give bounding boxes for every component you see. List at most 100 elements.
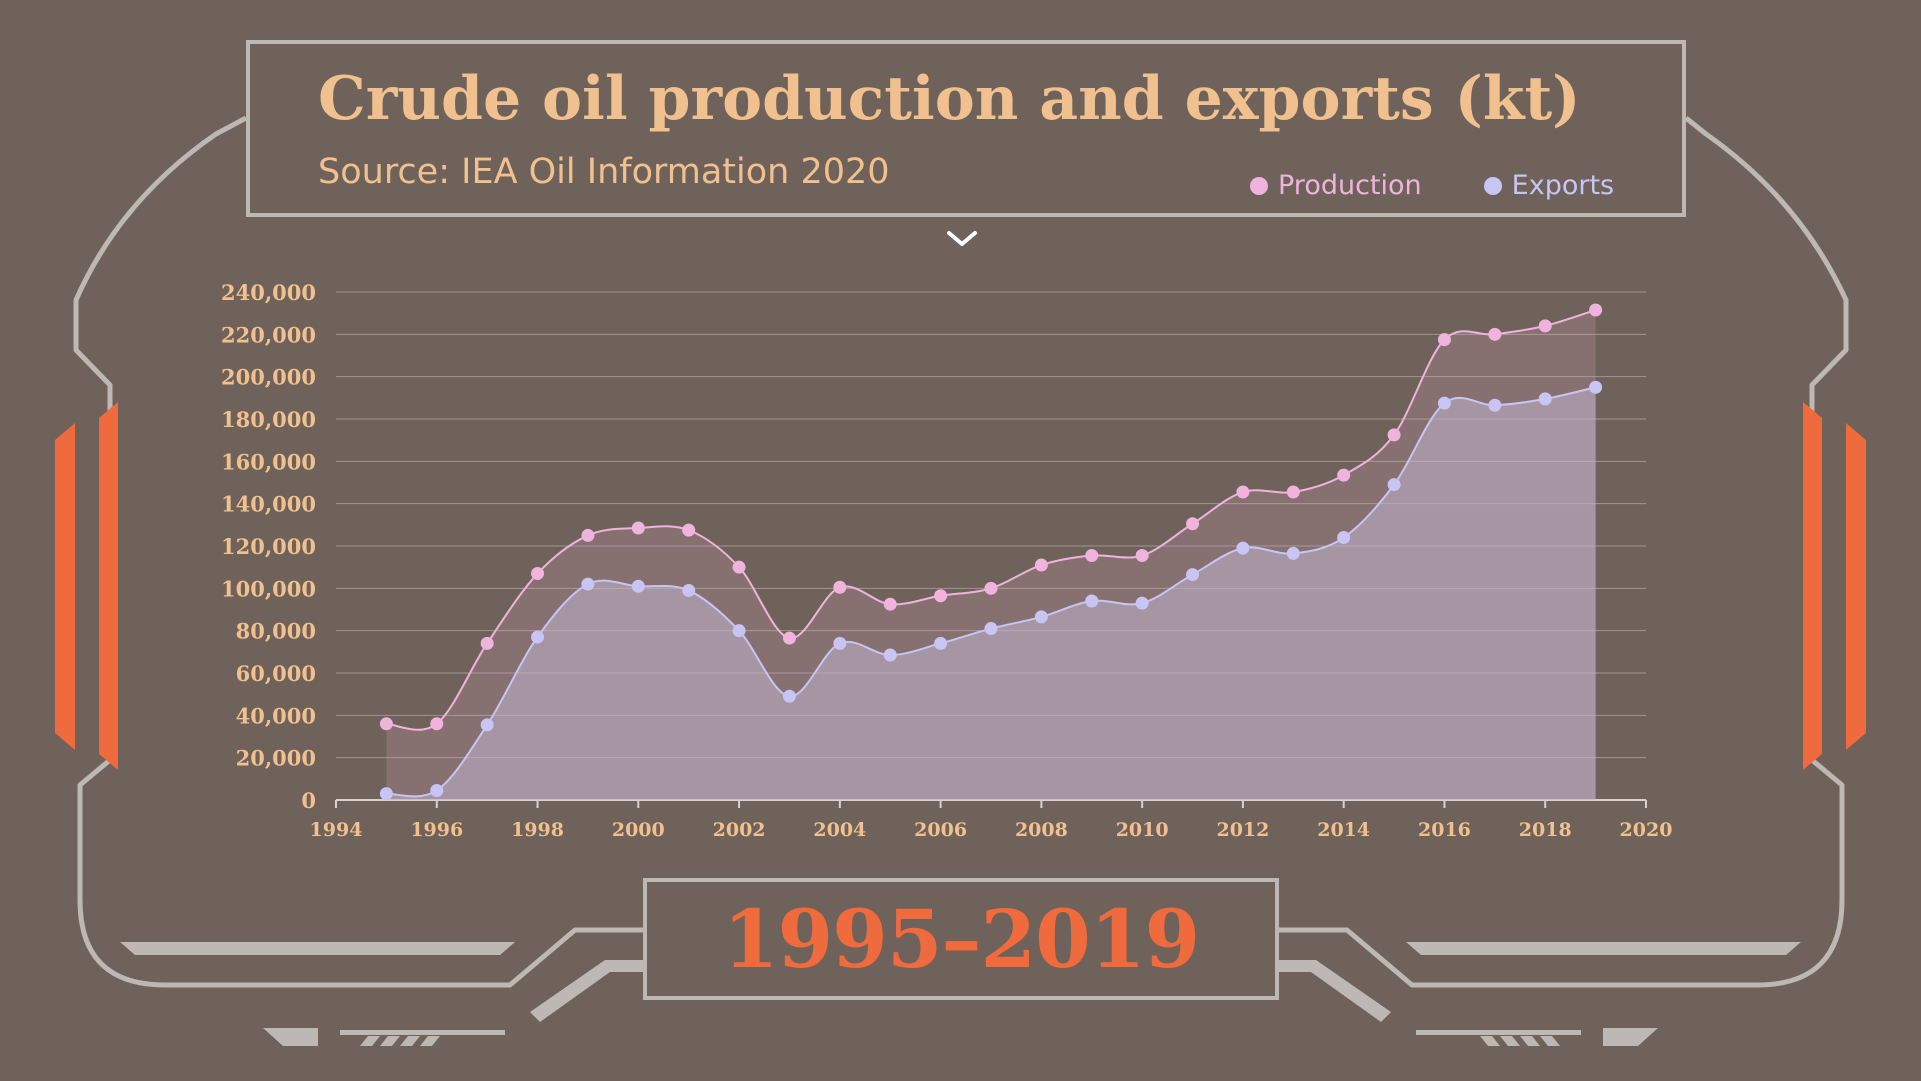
point-production xyxy=(1236,485,1250,499)
x-tick-label: 2014 xyxy=(1317,819,1370,841)
x-tick-label: 1996 xyxy=(410,819,463,841)
point-production xyxy=(1538,319,1552,333)
point-exports xyxy=(1034,610,1048,624)
legend-marker-production xyxy=(1250,176,1268,195)
x-tick-label: 2008 xyxy=(1015,819,1068,841)
point-exports xyxy=(1538,392,1552,406)
area-exports xyxy=(386,387,1596,800)
x-tick-label: 1994 xyxy=(310,819,363,841)
frame-block-bottom-right xyxy=(1603,1028,1658,1046)
point-production xyxy=(531,567,545,581)
x-tick-label: 2004 xyxy=(813,819,866,841)
point-exports xyxy=(1186,568,1200,582)
point-production xyxy=(631,521,645,535)
x-tick-label: 2016 xyxy=(1418,819,1471,841)
accent-bar-left-outer xyxy=(55,423,75,750)
point-exports xyxy=(1387,478,1401,492)
chart-source: Source: IEA Oil Information 2020 xyxy=(318,152,890,192)
point-exports xyxy=(1589,380,1603,394)
frame-bar-bottom-left xyxy=(120,942,515,955)
y-tick-label: 140,000 xyxy=(221,492,316,517)
point-exports xyxy=(430,783,444,797)
point-production xyxy=(480,636,494,650)
point-exports xyxy=(1286,546,1300,560)
frame-stripes-left xyxy=(360,1036,440,1046)
point-exports xyxy=(1135,596,1149,610)
point-production xyxy=(1085,549,1099,563)
x-tick-label: 2020 xyxy=(1620,819,1673,841)
point-production xyxy=(1488,327,1502,341)
x-tick-label: 2002 xyxy=(713,819,766,841)
y-tick-label: 40,000 xyxy=(236,703,316,728)
frame-dash-bottom-right xyxy=(1416,1030,1581,1035)
y-tick-label: 20,000 xyxy=(236,746,316,771)
point-exports xyxy=(883,648,897,662)
frame-block-bottom-left xyxy=(263,1028,318,1046)
point-exports xyxy=(1437,396,1451,410)
point-exports xyxy=(1085,594,1099,608)
year-range-label: 1995–2019 xyxy=(722,892,1200,986)
y-tick-label: 180,000 xyxy=(221,407,316,432)
legend-item-exports: Exports xyxy=(1483,170,1615,201)
y-tick-label: 160,000 xyxy=(221,449,316,474)
legend-marker-exports xyxy=(1483,176,1502,195)
point-exports xyxy=(379,787,393,801)
legend-item-production: Production xyxy=(1250,170,1422,201)
accent-bar-right-outer xyxy=(1846,423,1866,750)
point-production xyxy=(1135,549,1149,563)
x-tick-label: 2000 xyxy=(612,819,665,841)
point-exports xyxy=(934,636,948,650)
year-range-panel: 1995–2019 xyxy=(643,878,1279,1000)
y-tick-label: 80,000 xyxy=(236,619,316,644)
accent-bar-right-inner xyxy=(1803,402,1822,770)
point-exports xyxy=(1236,541,1250,555)
point-exports xyxy=(732,624,746,638)
point-production xyxy=(934,589,948,603)
point-production xyxy=(682,523,696,537)
y-tick-label: 220,000 xyxy=(221,322,316,347)
y-tick-label: 0 xyxy=(301,788,316,813)
x-tick-label: 2006 xyxy=(914,819,967,841)
point-production xyxy=(1186,517,1200,531)
x-tick-label: 2018 xyxy=(1519,819,1572,841)
frame-connector-left xyxy=(530,960,643,1022)
frame-connector-right xyxy=(1279,960,1391,1022)
point-production xyxy=(1034,558,1048,572)
accent-bar-left-inner xyxy=(99,402,118,770)
point-exports xyxy=(833,636,847,650)
point-exports xyxy=(682,583,696,597)
y-tick-label: 60,000 xyxy=(236,661,316,686)
point-exports xyxy=(581,577,595,591)
point-exports xyxy=(1488,398,1502,412)
point-exports xyxy=(1337,531,1351,545)
legend-label-production: Production xyxy=(1278,170,1422,201)
y-tick-label: 200,000 xyxy=(221,365,316,390)
point-production xyxy=(833,580,847,594)
y-tick-label: 120,000 xyxy=(221,534,316,559)
point-production xyxy=(984,581,998,595)
frame-stripes-right xyxy=(1480,1036,1560,1046)
frame-bar-bottom-right xyxy=(1406,942,1801,955)
point-production xyxy=(1437,333,1451,347)
point-production xyxy=(581,528,595,542)
x-tick-label: 2012 xyxy=(1216,819,1269,841)
point-production xyxy=(1387,428,1401,442)
chart-legend: Production Exports xyxy=(1250,170,1614,201)
point-production xyxy=(1286,485,1300,499)
legend-label-exports: Exports xyxy=(1511,170,1615,201)
y-tick-label: 100,000 xyxy=(221,576,316,601)
point-production xyxy=(430,717,444,731)
chart-title: Crude oil production and exports (kt) xyxy=(318,64,1581,134)
point-exports xyxy=(631,579,645,593)
chevron-down-icon xyxy=(947,231,977,246)
frame-dash-bottom-left xyxy=(340,1030,505,1035)
point-exports xyxy=(531,630,545,644)
point-exports xyxy=(984,622,998,636)
point-production xyxy=(883,597,897,611)
y-tick-label: 240,000 xyxy=(221,280,316,305)
x-tick-label: 2010 xyxy=(1116,819,1169,841)
point-exports xyxy=(480,718,494,732)
title-panel: Crude oil production and exports (kt) So… xyxy=(246,40,1686,217)
